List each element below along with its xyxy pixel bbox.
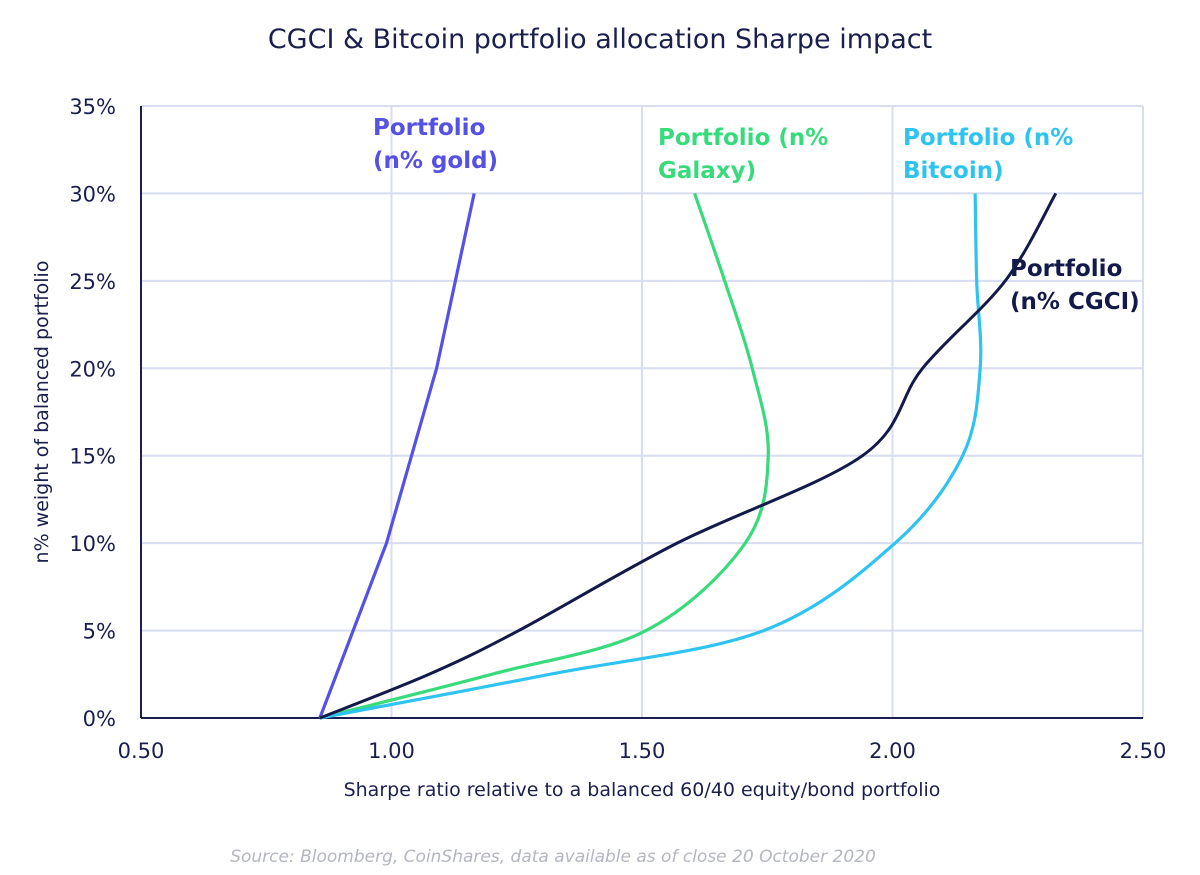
series-label: Galaxy) bbox=[658, 158, 756, 184]
x-tick-label: 2.50 bbox=[1120, 739, 1167, 763]
y-tick-label: 5% bbox=[83, 620, 116, 644]
y-tick-label: 25% bbox=[69, 270, 116, 294]
series-label: Portfolio bbox=[373, 115, 485, 141]
grid bbox=[141, 105, 1144, 718]
y-tick-label: 30% bbox=[69, 182, 116, 206]
y-tick-label: 35% bbox=[69, 95, 116, 119]
series-lines bbox=[318, 192, 1058, 720]
series-labels: Portfolio (n% gold) Portfolio (n% Galaxy) Po… bbox=[373, 115, 1140, 315]
axes: 0% 5% 10% 15% 20% 25% 30% 35% 0.50 1.00 1.50 2.00 2.… bbox=[69, 95, 1166, 763]
series-label: Portfolio (n% bbox=[903, 125, 1073, 151]
source-note: Source: Bloomberg, CoinShares, data avai… bbox=[230, 847, 876, 867]
x-tick-label: 2.00 bbox=[869, 739, 916, 763]
chart-title: CGCI & Bitcoin portfolio allocation Shar… bbox=[268, 24, 932, 55]
series-label: Portfolio (n% bbox=[658, 125, 828, 151]
series-label: (n% CGCI) bbox=[1010, 289, 1140, 315]
y-tick-label: 0% bbox=[83, 707, 116, 731]
y-tick-label: 15% bbox=[69, 445, 116, 469]
x-tick-label: 1.00 bbox=[368, 739, 415, 763]
series-label: Bitcoin) bbox=[903, 158, 1004, 184]
y-axis-label: n% weight of balanced portfolio bbox=[31, 261, 53, 564]
series-label: Portfolio bbox=[1010, 256, 1122, 282]
series-label: (n% gold) bbox=[373, 148, 498, 174]
x-tick-label: 1.50 bbox=[619, 739, 666, 763]
y-tick-label: 20% bbox=[69, 357, 116, 381]
x-axis-label: Sharpe ratio relative to a balanced 60/4… bbox=[344, 779, 941, 801]
series-line-gold bbox=[318, 193, 476, 719]
series-line-cgci bbox=[319, 192, 1058, 720]
series-line-galaxy bbox=[319, 192, 770, 720]
y-tick-label: 10% bbox=[69, 532, 116, 556]
x-tick-label: 0.50 bbox=[118, 739, 165, 763]
